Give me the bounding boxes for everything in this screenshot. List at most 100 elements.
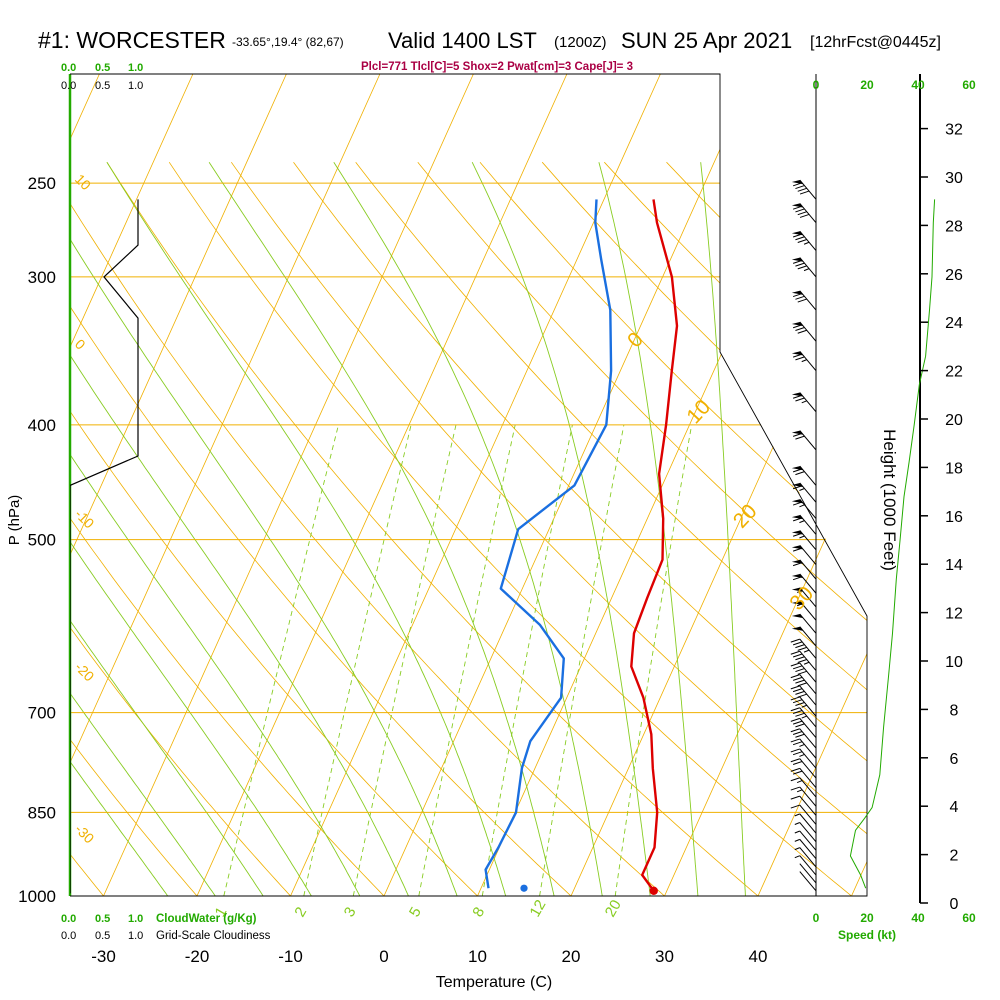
dry-adiabat-line (70, 410, 479, 896)
cloud-bot-0: 0.0 (61, 913, 76, 925)
wind-barb (790, 786, 817, 807)
surface-dewpoint-dot (520, 884, 528, 892)
dry-adiabat-line (355, 161, 867, 691)
cloud-bot-1: 1.0 (128, 913, 143, 925)
valid-time: Valid 1400 LST (388, 28, 537, 53)
cloud-water-profile (70, 199, 139, 894)
wind-barb (794, 838, 817, 860)
speed-tick-label-bottom: 20 (860, 911, 874, 925)
mixing-ratio-label: 2 (291, 904, 310, 920)
cloud-top-1: 1.0 (128, 62, 143, 74)
isotherm-line (0, 74, 6, 896)
isotherm-label: 30 (785, 582, 818, 615)
wind-barb (790, 662, 817, 683)
pressure-tick-label: 500 (28, 531, 56, 550)
wind-barb (794, 813, 817, 834)
pressure-tick-label: 400 (28, 416, 56, 435)
isotherm-line (851, 860, 867, 896)
height-tick-label: 32 (945, 122, 963, 139)
indices-line: Plcl=771 Tlcl[C]=5 Shox=2 Pwat[cm]=3 Cap… (361, 61, 633, 73)
height-tick-label: 0 (950, 896, 959, 913)
moist-adiabat-line (598, 162, 699, 896)
height-tick-label: 20 (945, 412, 963, 429)
wind-barb (790, 650, 817, 671)
height-tick-label: 30 (945, 170, 963, 187)
mixing-ratio-label: 5 (406, 904, 425, 920)
isotherm-line (70, 74, 287, 556)
speed-tick-label-bottom: 40 (911, 911, 925, 925)
wind-barb (791, 530, 817, 551)
wind-barb (790, 638, 817, 659)
dry-adiabat-line (70, 626, 292, 896)
height-tick-label: 18 (945, 460, 963, 477)
wind-barb (794, 830, 817, 851)
mixing-ratio-label: 12 (526, 897, 549, 920)
wind-barb (790, 728, 817, 749)
cloud-scale-top: 0.0 0.5 1.0 0.0 0.5 1.0 (61, 62, 143, 92)
moist-adiabat-line (700, 162, 746, 896)
wind-barb (791, 203, 817, 224)
cloud-top-0: 0.0 (61, 62, 76, 74)
wind-barb (791, 392, 817, 413)
wind-barb (791, 257, 817, 278)
wind-barb (794, 822, 817, 843)
dry-adiabat-line (106, 161, 759, 896)
pressure-tick-label: 250 (28, 174, 56, 193)
wind-barb (790, 748, 817, 769)
isotherm-line (757, 652, 867, 896)
plot-corner-mask (720, 74, 869, 616)
height-tick-label: 26 (945, 267, 963, 284)
height-tick-label: 8 (950, 702, 959, 719)
pressure-tick-label: 850 (28, 803, 56, 822)
wind-barb (791, 626, 817, 647)
wind-barb (790, 795, 817, 816)
plot-frame (70, 73, 868, 897)
dry-adiabat-label: -30 (72, 821, 98, 847)
wind-barb (791, 430, 817, 451)
cloud-bot-05: 0.5 (95, 913, 110, 925)
moist-adiabat-line (333, 161, 603, 896)
speed-tick-label-top: 20 (860, 78, 874, 92)
wind-barb (794, 855, 817, 876)
cloudiness-top-05: 0.5 (95, 80, 110, 92)
temperature-tick-label: -10 (278, 947, 303, 966)
wind-barb (791, 613, 817, 634)
wind-barb (791, 514, 817, 535)
temperature-tick-label: 20 (562, 947, 581, 966)
height-tick-label: 12 (945, 606, 963, 623)
moist-adiabat-line (471, 162, 651, 896)
speed-tick-label-top: 40 (911, 78, 925, 92)
wind-barb (790, 777, 817, 798)
isotherm-label: 10 (682, 395, 715, 428)
speed-tick-label-bottom: 60 (962, 911, 976, 925)
height-tick-label: 2 (950, 848, 959, 865)
temperature-tick-label: 40 (749, 947, 768, 966)
moist-adiabat-line (208, 161, 555, 896)
dry-adiabat-label: 10 (72, 171, 94, 193)
temperature-tick-label: -30 (91, 947, 116, 966)
wind-barb (791, 587, 817, 608)
wind-barb (791, 179, 817, 200)
surface-temperature-dot (649, 886, 658, 896)
dry-adiabat-line (230, 161, 867, 835)
temperature-tick-label: 10 (468, 947, 487, 966)
moist-adiabat-line (70, 760, 169, 896)
wind-barb (791, 559, 817, 580)
height-tick-label: 4 (950, 799, 959, 816)
wind-barb (791, 351, 817, 371)
wind-barb (790, 738, 817, 759)
wind-barb (790, 674, 817, 695)
speed-axis-title: Speed (kt) (838, 928, 896, 942)
dry-adiabat-line (70, 202, 666, 896)
wind-barb (791, 600, 817, 621)
dry-adiabat-line (70, 517, 385, 896)
wind-barb (790, 685, 817, 706)
height-axis-title: Height (1000 Feet) (880, 429, 899, 571)
moist-adiabat-line (70, 354, 409, 896)
wind-barb (791, 498, 817, 519)
wind-barb (791, 465, 817, 486)
dry-adiabat-line (293, 161, 867, 762)
forecast-info: [12hrFcst@0445z] (810, 34, 941, 51)
cloudwater-label: CloudWater (g/Kg) (156, 913, 257, 925)
isotherm-line (103, 74, 474, 896)
